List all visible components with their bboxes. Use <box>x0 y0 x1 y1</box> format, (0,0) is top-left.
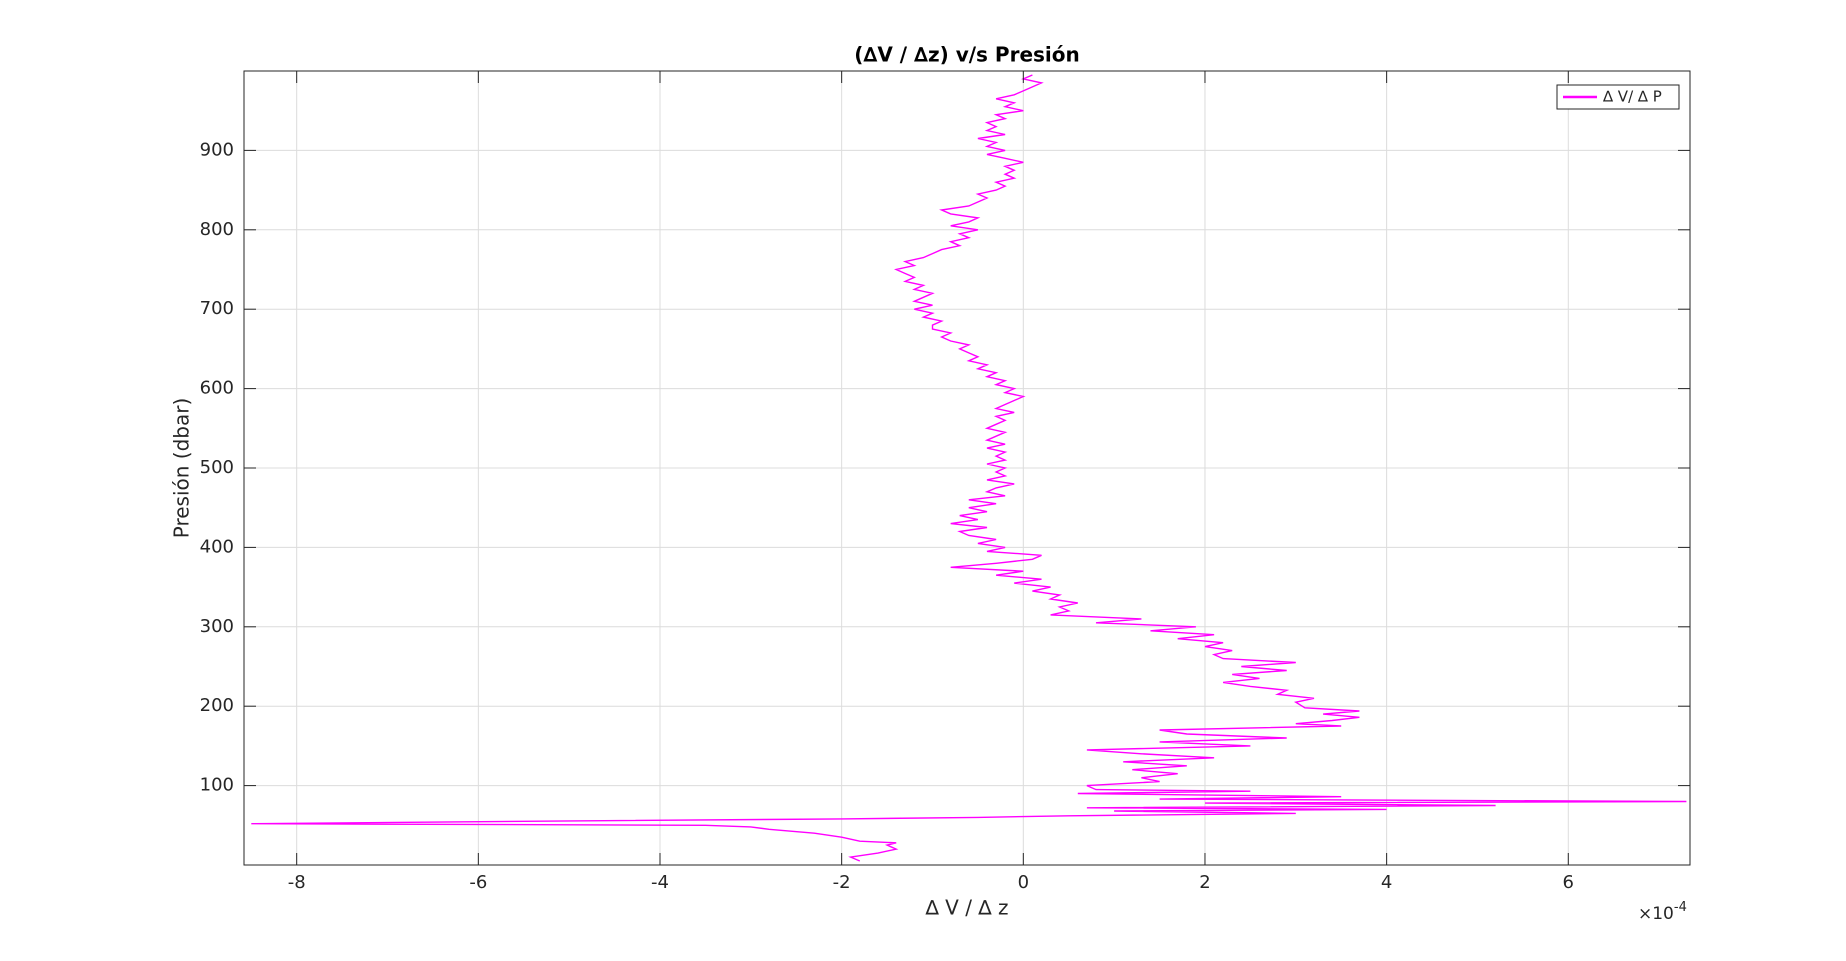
x-exponent: ×10-4 <box>1638 900 1687 925</box>
y-tick-label: 200 <box>200 695 234 716</box>
y-tick-label: 100 <box>200 775 234 796</box>
y-tick-label: 900 <box>200 139 234 160</box>
x-tick-label: -8 <box>288 872 306 893</box>
x-axis-label: ∆ V / ∆ z <box>924 896 1008 920</box>
x-exponent-power: -4 <box>1674 900 1687 915</box>
legend-label: ∆ V/ ∆ P <box>1602 88 1662 106</box>
y-tick-label: 600 <box>200 378 234 399</box>
x-tick-label: -2 <box>833 872 851 893</box>
lines <box>251 74 1687 862</box>
y-tick-label: 700 <box>200 298 234 319</box>
chart-title: (∆V / ∆z) v/s Presión <box>854 43 1080 67</box>
x-tick-label: 0 <box>1018 872 1029 893</box>
x-tick-label: 6 <box>1563 872 1574 893</box>
data-line <box>251 74 1687 862</box>
y-tick-label: 500 <box>200 457 234 478</box>
x-tick-label: -6 <box>469 872 487 893</box>
x-tick-label: -4 <box>651 872 669 893</box>
grid <box>244 71 1690 865</box>
x-exponent-base: ×10 <box>1638 904 1674 924</box>
x-tick-label: 2 <box>1199 872 1210 893</box>
legend: ∆ V/ ∆ P <box>1556 84 1680 110</box>
x-tick-label: 4 <box>1381 872 1392 893</box>
y-axis-label: Presión (dbar) <box>170 398 194 539</box>
y-tick-label: 400 <box>200 536 234 557</box>
y-tick-label: 300 <box>200 616 234 637</box>
y-tick-label: 800 <box>200 219 234 240</box>
